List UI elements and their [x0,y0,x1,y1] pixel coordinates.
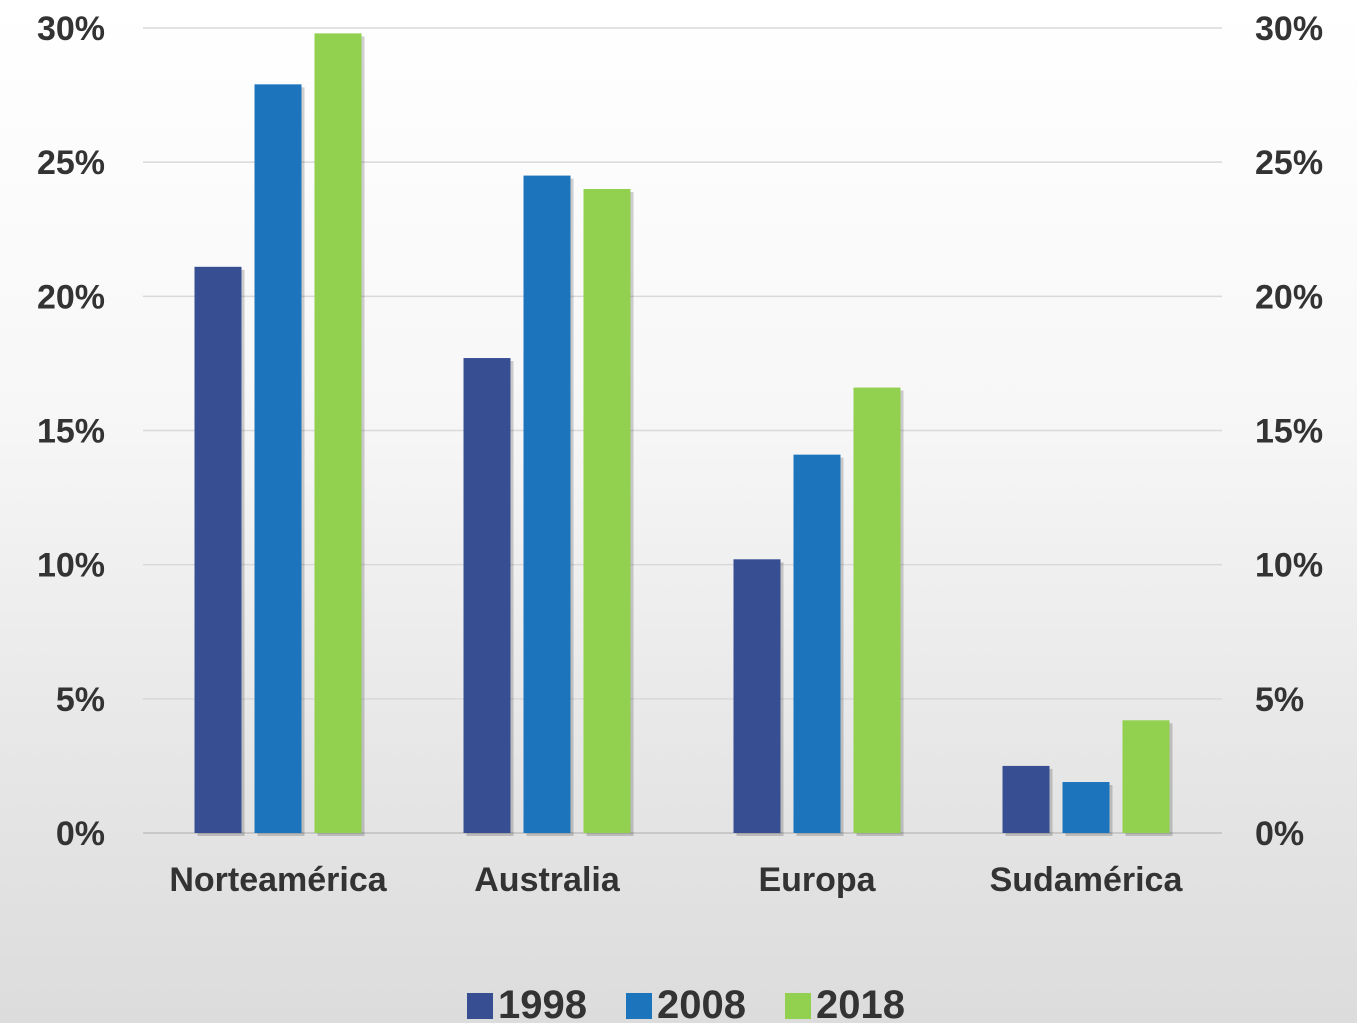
bar-2008-Europa [793,454,841,833]
y-tick-label-left: 30% [37,10,105,48]
y-axis-left: 0% 5% 10% 15% 20% 25% 30% [37,10,105,853]
bar-1998-Norteamérica [194,266,242,834]
bar-1998-Europa [733,559,781,833]
legend-label: 2018 [816,983,905,1023]
legend-swatch-2008 [626,993,652,1019]
y-tick-label-left: 10% [37,547,105,585]
bar-2008-Sudamérica [1062,782,1110,833]
legend-swatch-2018 [785,993,811,1019]
y-tick-label-right: 20% [1255,278,1323,316]
gridlines [143,27,1222,834]
x-axis-categories: Norteamérica Australia Europa Sudamérica [169,861,1183,899]
bar-2018-Sudamérica [1122,720,1170,833]
bar-2008-Australia [523,175,571,834]
y-tick-label-right: 25% [1255,144,1323,182]
legend-label: 1998 [498,983,587,1023]
bar-2018-Europa [853,387,901,833]
y-tick-label-left: 25% [37,144,105,182]
bar-2018-Norteamérica [314,33,362,834]
y-tick-label-left: 5% [56,681,105,719]
y-axis-right: 0% 5% 10% 15% 20% 25% 30% [1255,10,1323,853]
category-label: Europa [758,861,876,899]
legend: 1998 2008 2018 [467,983,905,1027]
y-tick-label-right: 10% [1255,547,1323,585]
legend-label: 2008 [657,983,746,1023]
bar-2018-Australia [583,189,631,833]
y-tick-label-left: 15% [37,413,105,451]
category-label: Norteamérica [169,861,387,899]
category-label: Australia [474,861,621,899]
y-tick-label-right: 30% [1255,10,1323,48]
bars [194,33,1173,837]
y-tick-label-left: 0% [56,815,105,853]
y-tick-label-right: 5% [1255,681,1304,719]
y-tick-label-right: 0% [1255,815,1304,853]
bar-1998-Australia [463,358,511,833]
bar-2008-Norteamérica [254,84,302,834]
legend-swatch-1998 [467,993,493,1019]
category-label: Sudamérica [990,861,1184,899]
y-tick-label-right: 15% [1255,413,1323,451]
y-tick-label-left: 20% [37,278,105,316]
bar-1998-Sudamérica [1002,765,1050,833]
